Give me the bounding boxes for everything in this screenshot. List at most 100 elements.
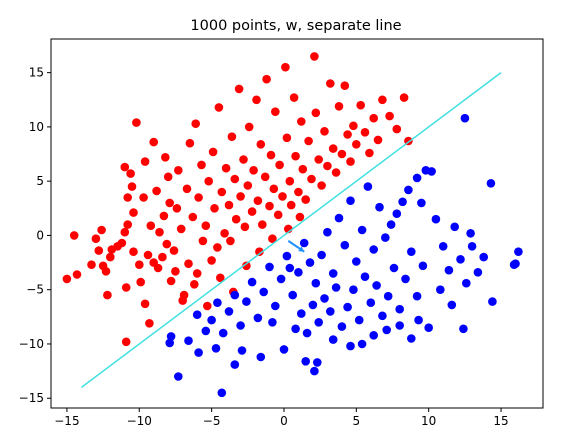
blue-point — [230, 290, 240, 300]
blue-point — [360, 272, 370, 282]
y-tick-label: −15 — [19, 391, 44, 405]
blue-point — [230, 360, 240, 369]
red-point — [256, 140, 266, 149]
blue-point — [466, 229, 475, 238]
red-point — [220, 229, 229, 238]
red-point — [255, 247, 264, 256]
red-point — [161, 153, 170, 162]
x-tick-label: 0 — [280, 414, 288, 428]
blue-point — [301, 357, 311, 366]
blue-point — [424, 323, 434, 333]
red-point — [304, 136, 313, 146]
red-point — [201, 221, 211, 230]
blue-point — [317, 250, 326, 260]
blue-point — [460, 113, 470, 123]
red-point — [214, 103, 224, 112]
blue-point — [436, 285, 445, 295]
red-point — [140, 299, 150, 309]
red-point — [369, 113, 379, 123]
blue-point — [407, 247, 416, 256]
blue-point — [207, 315, 216, 325]
y-tick-label: −10 — [19, 337, 44, 351]
red-point — [149, 258, 158, 267]
axes: −15 −10 −5 0 5 10 15 −15 −10 −5 0 5 10 15 — [19, 66, 509, 428]
blue-point — [218, 328, 228, 338]
red-point — [146, 221, 156, 230]
red-point — [217, 187, 227, 197]
plot-frame — [50, 38, 544, 409]
red-point — [178, 296, 187, 305]
y-tick-label: 15 — [29, 66, 44, 80]
red-point — [140, 157, 150, 166]
blue-point — [184, 336, 193, 346]
red-point — [171, 267, 180, 276]
red-point — [185, 138, 195, 148]
blue-point — [352, 257, 361, 266]
blue-point — [314, 318, 324, 327]
chart-title: 1000 points, w, separate line — [190, 18, 401, 34]
blue-point — [320, 294, 329, 303]
red-point — [224, 200, 234, 210]
blue-point — [421, 166, 431, 175]
red-point — [252, 95, 261, 105]
red-point — [121, 283, 131, 292]
blue-point — [418, 261, 428, 271]
red-point — [323, 161, 332, 171]
blue-point — [211, 344, 221, 353]
red-point — [121, 337, 131, 347]
red-point — [172, 204, 182, 213]
red-point — [143, 250, 153, 260]
red-point — [91, 234, 101, 243]
blue-point — [224, 307, 234, 316]
red-point — [139, 193, 148, 202]
red-point — [298, 164, 308, 174]
blue-point — [328, 269, 338, 278]
red-point — [198, 236, 208, 246]
blue-point — [279, 345, 289, 354]
red-point — [192, 269, 202, 278]
red-point — [271, 107, 280, 116]
red-point — [210, 204, 219, 213]
blue-point — [285, 263, 295, 273]
blue-point — [192, 310, 202, 320]
blue-point — [328, 335, 338, 344]
blue-point — [447, 300, 457, 310]
blue-point — [375, 202, 384, 212]
blue-point — [242, 297, 251, 306]
red-point — [326, 79, 335, 88]
blue-point — [253, 313, 263, 323]
blue-point — [313, 358, 322, 367]
blue-point — [323, 227, 332, 237]
red-point — [289, 93, 299, 102]
blue-point — [247, 277, 257, 287]
red-point — [265, 201, 274, 211]
red-point — [129, 208, 138, 217]
red-point — [286, 200, 296, 210]
blue-point — [401, 274, 410, 284]
red-point — [72, 270, 82, 279]
red-point — [149, 137, 158, 147]
blue-point — [174, 372, 183, 381]
red-point — [204, 176, 213, 186]
red-point — [273, 210, 283, 220]
blue-point — [398, 197, 407, 207]
red-point — [203, 301, 212, 311]
red-point — [365, 148, 374, 158]
red-point — [145, 319, 154, 328]
red-point — [231, 214, 241, 224]
red-point — [328, 144, 338, 153]
red-point — [126, 169, 135, 178]
blue-point — [412, 173, 422, 183]
blue-point — [305, 258, 315, 267]
blue-point — [444, 265, 454, 275]
red-point — [243, 181, 253, 190]
blue-point — [194, 348, 203, 357]
blue-point — [259, 287, 269, 297]
red-point — [230, 174, 240, 184]
red-point — [101, 267, 111, 276]
y-tick-label: 5 — [36, 174, 44, 188]
y-tick-label: 0 — [36, 228, 44, 242]
blue-point — [326, 307, 335, 316]
red-point — [268, 234, 277, 243]
red-point — [123, 220, 132, 229]
